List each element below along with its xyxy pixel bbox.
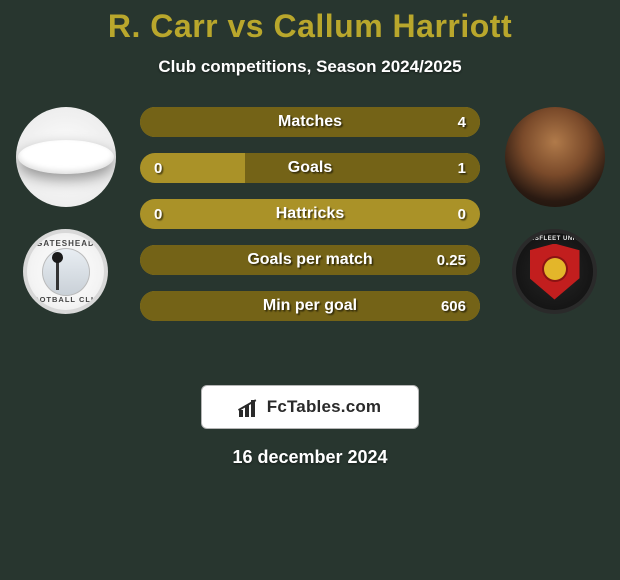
stat-bars: Matches 4 0 Goals 1 0 Hattricks 0 Goals per matc…: [140, 107, 480, 321]
player-right-photo: [505, 107, 605, 207]
date-label: 16 december 2024: [0, 447, 620, 468]
club-left-badge: GATESHEAD FOOTBALL CLUB: [23, 229, 108, 314]
club-left-name-bottom: FOOTBALL CLUB: [27, 233, 104, 310]
stat-value-right: 0.25: [437, 252, 466, 269]
stat-row: Goals per match 0.25: [140, 245, 480, 275]
right-column: EBBSFLEET UNITED: [497, 107, 612, 314]
stat-row: Matches 4: [140, 107, 480, 137]
stat-value-right: 0: [458, 206, 466, 223]
bar-chart-icon: [239, 397, 261, 417]
stat-label: Matches: [278, 113, 342, 131]
left-column: GATESHEAD FOOTBALL CLUB: [8, 107, 123, 314]
club-right-badge: EBBSFLEET UNITED: [512, 229, 597, 314]
brand-name: FcTables.com: [267, 397, 382, 417]
stat-row: 0 Hattricks 0: [140, 199, 480, 229]
page-subtitle: Club competitions, Season 2024/2025: [0, 57, 620, 77]
brand-footer-box: FcTables.com: [201, 385, 419, 429]
stat-row: 0 Goals 1: [140, 153, 480, 183]
stat-value-left: 0: [154, 160, 162, 177]
stat-label: Goals per match: [247, 251, 372, 269]
stat-row-overlay: [245, 153, 480, 183]
stat-label: Hattricks: [276, 205, 344, 223]
stat-label: Min per goal: [263, 297, 357, 315]
stat-value-right: 606: [441, 298, 466, 315]
stat-value-right: 1: [458, 160, 466, 177]
player-left-photo: [16, 107, 116, 207]
stat-value-right: 4: [458, 114, 466, 131]
content-area: GATESHEAD FOOTBALL CLUB EBBSFLEET UNITED…: [0, 107, 620, 357]
stat-value-left: 0: [154, 206, 162, 223]
comparison-infographic: R. Carr vs Callum Harriott Club competit…: [0, 0, 620, 580]
page-title: R. Carr vs Callum Harriott: [0, 0, 620, 45]
stat-label: Goals: [288, 159, 332, 177]
stat-row: Min per goal 606: [140, 291, 480, 321]
